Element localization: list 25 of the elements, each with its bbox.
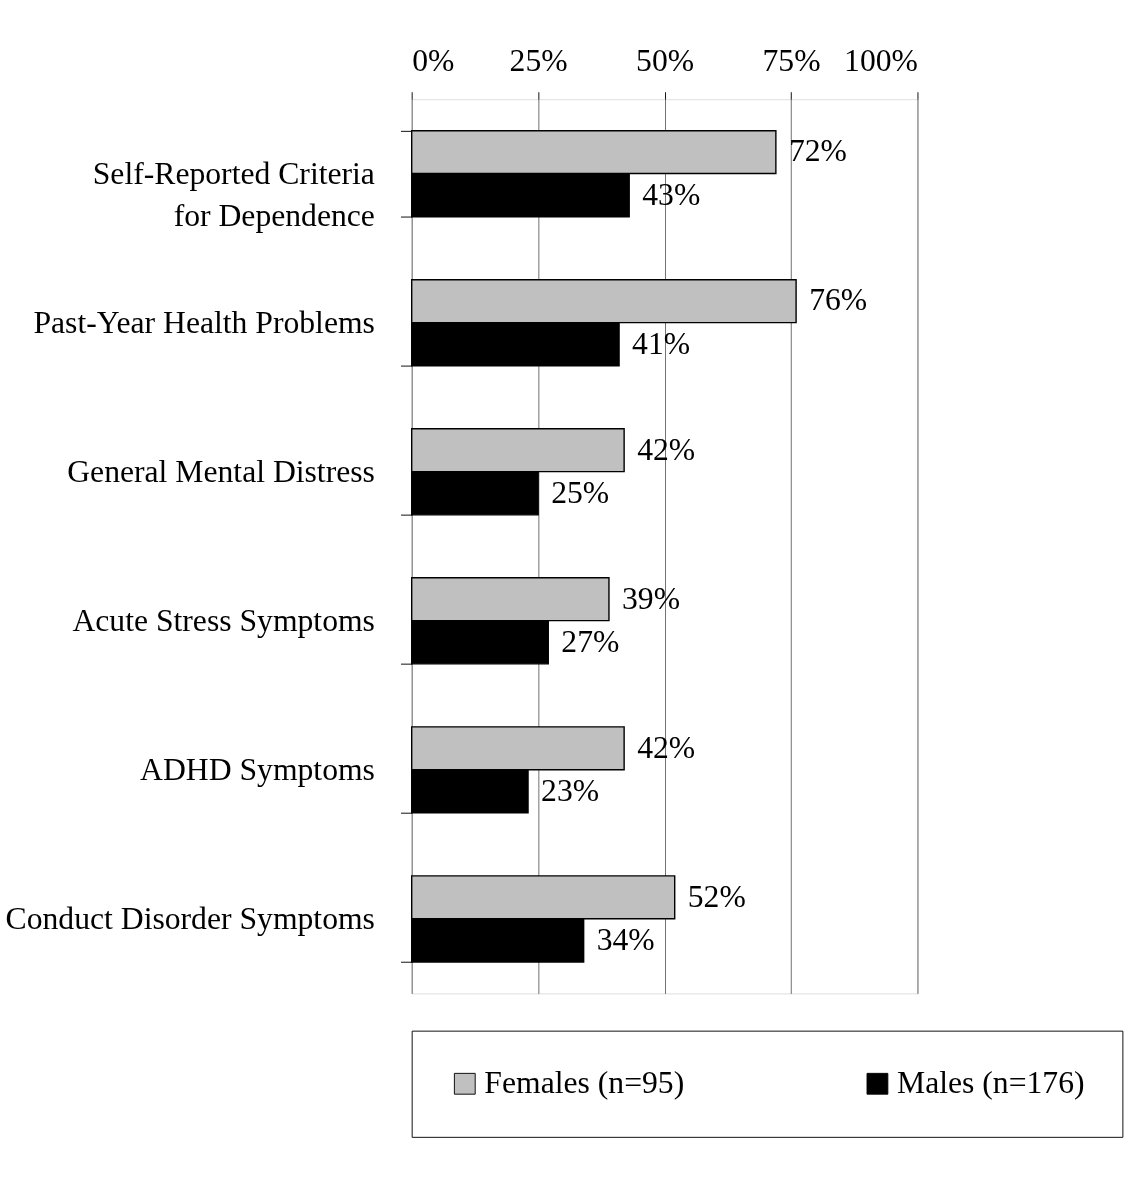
- data-label: 43%: [642, 176, 701, 212]
- data-label: 42%: [637, 431, 696, 467]
- y-tick-label: Acute Stress Symptoms: [72, 602, 375, 638]
- data-label: 39%: [622, 580, 681, 616]
- data-label: 52%: [687, 878, 746, 914]
- y-tick-label: General Mental Distress: [67, 453, 375, 489]
- data-label: 23%: [541, 772, 600, 808]
- y-tick-label: ADHD Symptoms: [140, 751, 375, 787]
- data-label: 25%: [551, 474, 610, 510]
- legend-label: Females (n=95): [484, 1065, 685, 1101]
- data-label: 34%: [596, 921, 655, 957]
- x-tick-label: 50%: [636, 42, 695, 78]
- legend-label: Males (n=176): [897, 1065, 1085, 1101]
- data-label: 41%: [632, 325, 691, 361]
- x-tick-label: 0%: [412, 42, 455, 78]
- data-label: 27%: [561, 623, 620, 659]
- x-tick-label: 25%: [509, 42, 568, 78]
- y-tick-label: Past-Year Health Problems: [33, 304, 375, 340]
- data-label: 72%: [788, 133, 847, 169]
- y-tick-label: Self-Reported Criteria for Dependence: [92, 155, 375, 234]
- y-tick-label: Conduct Disorder Symptoms: [5, 900, 375, 936]
- data-label: 76%: [809, 282, 868, 318]
- x-tick-label: 100%: [844, 42, 918, 78]
- x-tick-label: 75%: [762, 42, 821, 78]
- data-label: 42%: [637, 729, 696, 765]
